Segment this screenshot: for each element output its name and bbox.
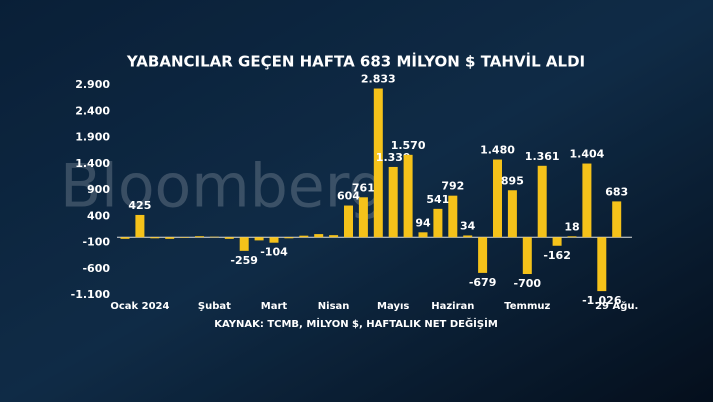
bar bbox=[120, 237, 130, 239]
value-label: -700 bbox=[514, 277, 542, 290]
bar bbox=[433, 208, 443, 238]
x-tick-label: Ocak 2024 bbox=[110, 301, 169, 312]
x-tick-label: Nisan bbox=[318, 301, 350, 312]
y-tick-label: 2.900 bbox=[75, 78, 110, 91]
bar bbox=[418, 232, 428, 238]
y-tick-label: -1.100 bbox=[71, 288, 111, 301]
bar bbox=[135, 214, 145, 238]
bar bbox=[463, 235, 473, 238]
bar bbox=[358, 197, 368, 238]
value-label: 425 bbox=[128, 199, 151, 212]
bar bbox=[180, 237, 190, 238]
bar bbox=[269, 237, 279, 243]
value-label: 2.833 bbox=[361, 73, 396, 86]
bar bbox=[195, 236, 204, 238]
watermark: Bloomberg bbox=[60, 152, 386, 222]
bar bbox=[284, 237, 294, 239]
bar bbox=[493, 159, 502, 238]
bar bbox=[478, 237, 488, 273]
value-label: -679 bbox=[469, 276, 497, 289]
value-label: 604 bbox=[337, 190, 360, 203]
value-label: -259 bbox=[230, 254, 258, 267]
x-tick-label: Şubat bbox=[198, 301, 231, 312]
bar bbox=[403, 154, 413, 238]
bar bbox=[507, 190, 517, 238]
chart-title: YABANCILAR GEÇEN HAFTA 683 MİLYON $ TAHV… bbox=[126, 52, 585, 71]
y-tick-label: 1.400 bbox=[75, 157, 110, 170]
bar bbox=[552, 237, 562, 246]
bar bbox=[373, 88, 383, 238]
value-label: 18 bbox=[564, 220, 579, 233]
x-tick-label: Mayıs bbox=[377, 301, 409, 312]
bar bbox=[344, 205, 353, 238]
y-tick-label: 900 bbox=[87, 183, 110, 196]
value-label: -104 bbox=[260, 246, 288, 259]
y-tick-label: 400 bbox=[87, 209, 110, 222]
bar bbox=[299, 235, 309, 238]
value-label: 34 bbox=[460, 219, 476, 232]
y-tick-label: -600 bbox=[82, 262, 110, 275]
bar bbox=[329, 235, 339, 238]
bar bbox=[224, 237, 234, 239]
value-label: 1.480 bbox=[480, 144, 515, 157]
value-label: 1.404 bbox=[570, 148, 605, 161]
value-label: -162 bbox=[543, 249, 571, 262]
bar bbox=[388, 166, 398, 238]
bar bbox=[209, 236, 219, 238]
value-label: 761 bbox=[352, 181, 375, 194]
bar bbox=[582, 163, 592, 238]
bar bbox=[165, 237, 175, 239]
bar bbox=[612, 201, 622, 238]
bar bbox=[522, 237, 532, 274]
bar bbox=[448, 195, 458, 238]
x-tick-label: 29 Ağu. bbox=[595, 300, 638, 312]
x-tick-label: Temmuz bbox=[504, 301, 550, 312]
x-tick-label: Mart bbox=[261, 301, 288, 312]
bar bbox=[239, 237, 249, 251]
value-label: -1.026 bbox=[582, 294, 622, 307]
value-label: 792 bbox=[441, 180, 464, 193]
value-label: 94 bbox=[415, 216, 431, 229]
value-label: 1.339 bbox=[376, 151, 411, 164]
x-tick-label: Haziran bbox=[431, 301, 474, 312]
y-tick-label: 1.900 bbox=[75, 131, 110, 144]
y-tick-label: -100 bbox=[82, 236, 110, 249]
source: KAYNAK: TCMB, MİLYON $, HAFTALIK NET DEĞ… bbox=[214, 316, 498, 330]
bar bbox=[537, 165, 547, 238]
value-label: 1.570 bbox=[391, 139, 426, 152]
bar bbox=[597, 237, 607, 292]
value-label: 1.361 bbox=[525, 150, 560, 163]
bar bbox=[567, 236, 577, 238]
bar bbox=[254, 237, 264, 241]
value-label: 895 bbox=[501, 174, 524, 187]
bar bbox=[314, 234, 324, 238]
value-label: 683 bbox=[605, 185, 628, 198]
bar bbox=[150, 237, 160, 239]
value-label: 541 bbox=[426, 193, 449, 206]
y-tick-label: 2.400 bbox=[75, 104, 110, 117]
